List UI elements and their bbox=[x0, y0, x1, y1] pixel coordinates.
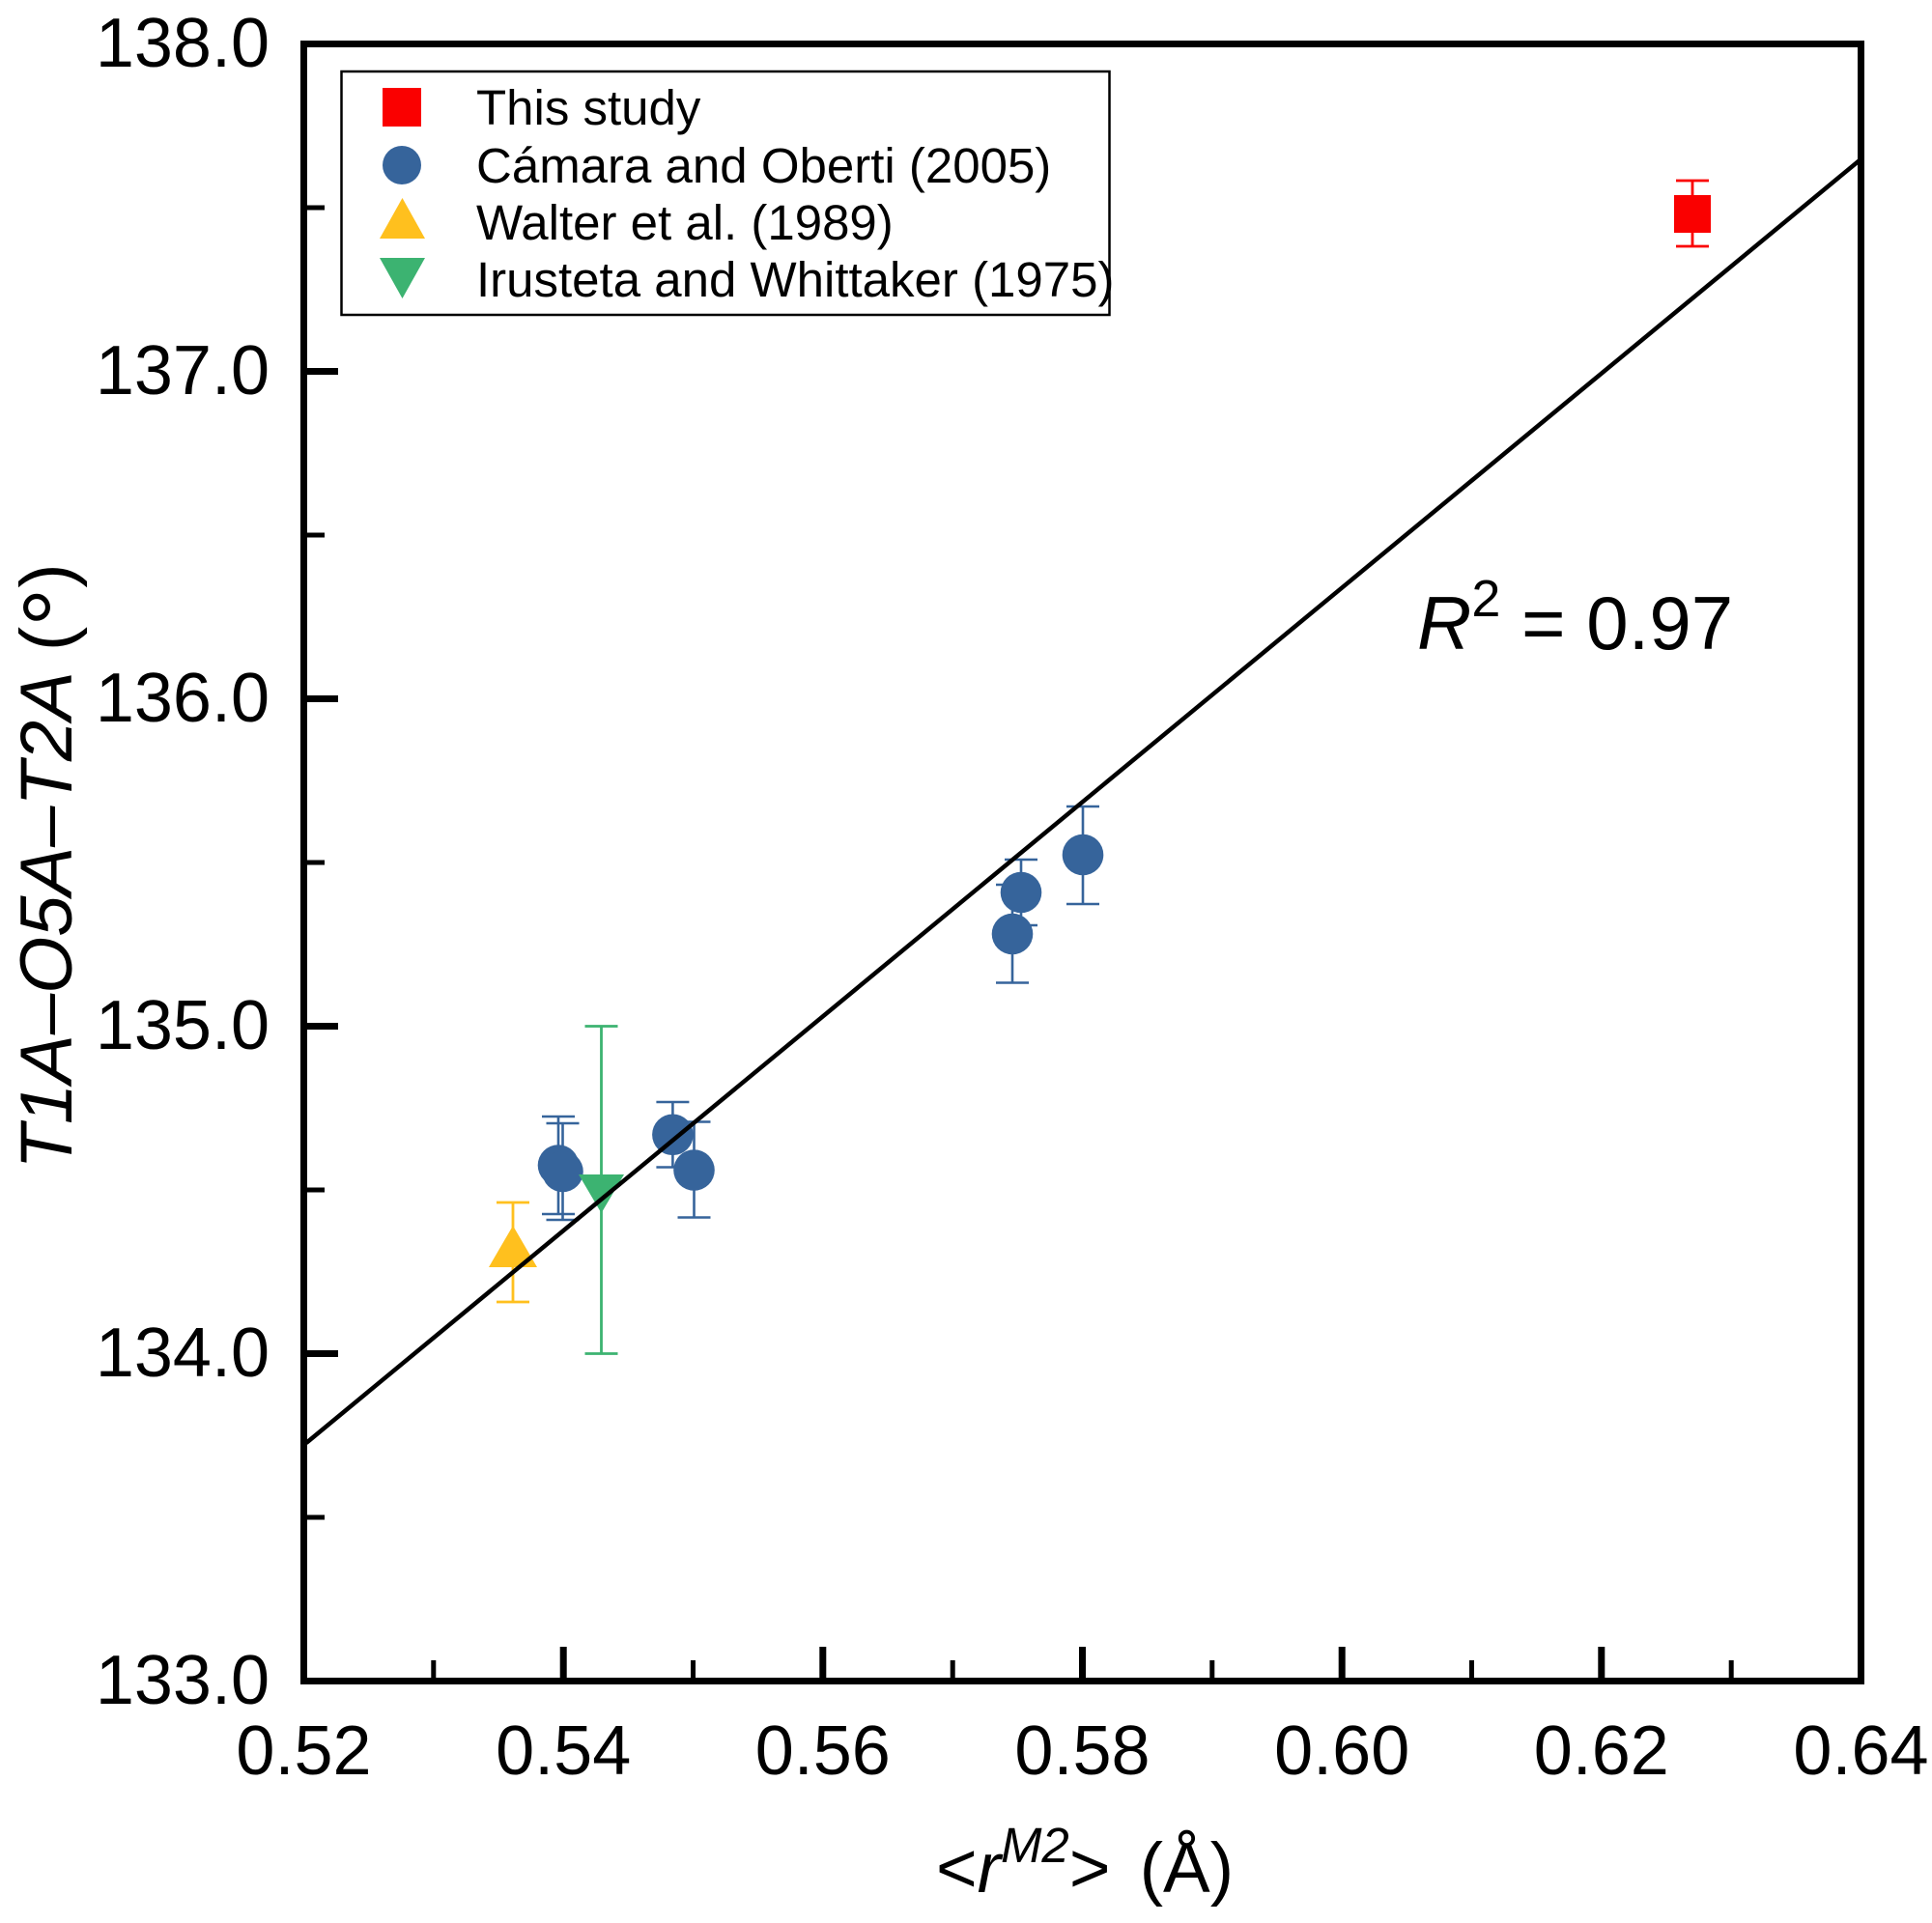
svg-text:T1A–O5A–T2A (°): T1A–O5A–T2A (°) bbox=[4, 563, 112, 1169]
svg-text:Cámara and Oberti (2005): Cámara and Oberti (2005) bbox=[476, 138, 1051, 193]
svg-text:0.64: 0.64 bbox=[1793, 1712, 1928, 1790]
svg-text:0.54: 0.54 bbox=[496, 1712, 631, 1790]
svg-text:133.0: 133.0 bbox=[96, 1642, 270, 1719]
svg-text:135.0: 135.0 bbox=[96, 987, 270, 1064]
svg-text:Irusteta and Whittaker (1975): Irusteta and Whittaker (1975) bbox=[476, 252, 1115, 307]
svg-text:Walter et al. (1989): Walter et al. (1989) bbox=[476, 195, 894, 250]
svg-text:136.0: 136.0 bbox=[96, 660, 270, 737]
svg-text:0.62: 0.62 bbox=[1534, 1712, 1669, 1790]
svg-text:134.0: 134.0 bbox=[96, 1315, 270, 1392]
svg-text:<rM2> (Å): <rM2> (Å) bbox=[936, 1818, 1234, 1908]
svg-text:0.56: 0.56 bbox=[755, 1712, 891, 1790]
svg-text:R2 = 0.97: R2 = 0.97 bbox=[1417, 570, 1733, 665]
svg-text:0.58: 0.58 bbox=[1014, 1712, 1150, 1790]
svg-text:0.60: 0.60 bbox=[1274, 1712, 1409, 1790]
svg-text:0.52: 0.52 bbox=[236, 1712, 371, 1790]
svg-text:This study: This study bbox=[476, 80, 701, 135]
svg-text:137.0: 137.0 bbox=[96, 332, 270, 410]
svg-text:138.0: 138.0 bbox=[96, 5, 270, 82]
